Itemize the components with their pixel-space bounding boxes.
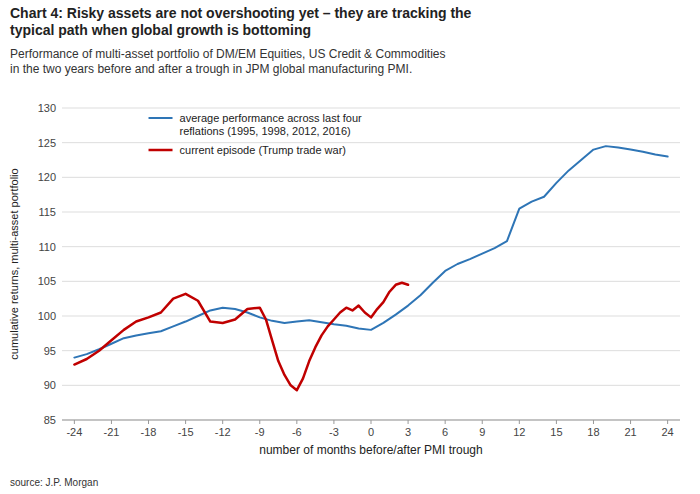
y-tick-label: 105	[38, 275, 56, 287]
x-tick	[148, 420, 149, 424]
x-tick	[222, 420, 223, 424]
legend-swatch	[149, 117, 173, 119]
x-tick-label: -15	[178, 426, 194, 438]
grid-line	[62, 350, 680, 351]
chart: Chart 4: Risky assets are not overshooti…	[0, 0, 700, 494]
x-tick-label: 18	[587, 426, 599, 438]
x-tick-label: 9	[479, 426, 485, 438]
x-tick-label: 15	[550, 426, 562, 438]
x-tick	[74, 420, 75, 424]
series-line	[74, 146, 667, 357]
y-tick-label: 115	[38, 206, 56, 218]
x-tick	[408, 420, 409, 424]
title: typical path when global growth is botto…	[10, 22, 311, 38]
plot-area	[74, 146, 667, 390]
x-tick-label: -9	[255, 426, 265, 438]
grid-line	[62, 212, 680, 213]
x-axis-label: number of months before/after PMI trough	[259, 443, 482, 457]
x-tick	[259, 420, 260, 424]
x-tick-label: 0	[368, 426, 374, 438]
y-tick-label: 100	[38, 310, 56, 322]
x-tick-label: 24	[662, 426, 674, 438]
subtitle: Performance of multi-asset portfolio of …	[10, 47, 445, 61]
grid-line	[62, 108, 680, 109]
x-tick	[556, 420, 557, 424]
subtitle: in the two years before and after a trou…	[10, 62, 412, 76]
legend-label-line: current episode (Trump trade war)	[180, 144, 347, 156]
y-tick-label: 85	[44, 414, 56, 426]
x-tick-label: -18	[141, 426, 157, 438]
x-tick	[593, 420, 594, 424]
x-tick-label: -12	[215, 426, 231, 438]
x-tick-label: 6	[442, 426, 448, 438]
x-tick	[185, 420, 186, 424]
grid-line	[62, 142, 680, 143]
x-tick-label: -3	[329, 426, 339, 438]
x-tick	[630, 420, 631, 424]
grid-line	[62, 281, 680, 282]
y-tick-label: 125	[38, 137, 56, 149]
legend-label-line: reflations (1995, 1998, 2012, 2016)	[180, 125, 351, 137]
x-tick-label: -21	[103, 426, 119, 438]
x-tick	[333, 420, 334, 424]
legend-swatch	[149, 149, 173, 152]
x-tick	[445, 420, 446, 424]
legend: average performance across last fourrefl…	[149, 112, 363, 156]
title: Chart 4: Risky assets are not overshooti…	[10, 5, 472, 21]
series-line	[74, 283, 408, 390]
y-tick-label: 130	[38, 102, 56, 114]
x-tick-label: -24	[66, 426, 82, 438]
x-tick-label: 21	[624, 426, 636, 438]
x-tick	[667, 420, 668, 424]
x-tick	[482, 420, 483, 424]
y-tick-label: 90	[44, 379, 56, 391]
grid-line	[62, 177, 680, 178]
x-tick	[519, 420, 520, 424]
y-tick-label: 120	[38, 171, 56, 183]
y-tick-label: 95	[44, 345, 56, 357]
legend-label-line: average performance across last four	[180, 112, 363, 124]
x-tick-label: 3	[405, 426, 411, 438]
y-axis-label: cumulative returns, multi-asset portfoli…	[8, 168, 20, 359]
x-tick-label: 12	[513, 426, 525, 438]
x-tick-label: -6	[292, 426, 302, 438]
x-tick	[371, 420, 372, 424]
grid-line	[62, 385, 680, 386]
x-tick	[111, 420, 112, 424]
source: source: J.P. Morgan	[10, 477, 98, 488]
legend-label: average performance across last fourrefl…	[180, 112, 363, 137]
y-tick-label: 110	[38, 241, 56, 253]
x-tick	[296, 420, 297, 424]
legend-label: current episode (Trump trade war)	[180, 144, 347, 156]
grid-line	[62, 246, 680, 247]
